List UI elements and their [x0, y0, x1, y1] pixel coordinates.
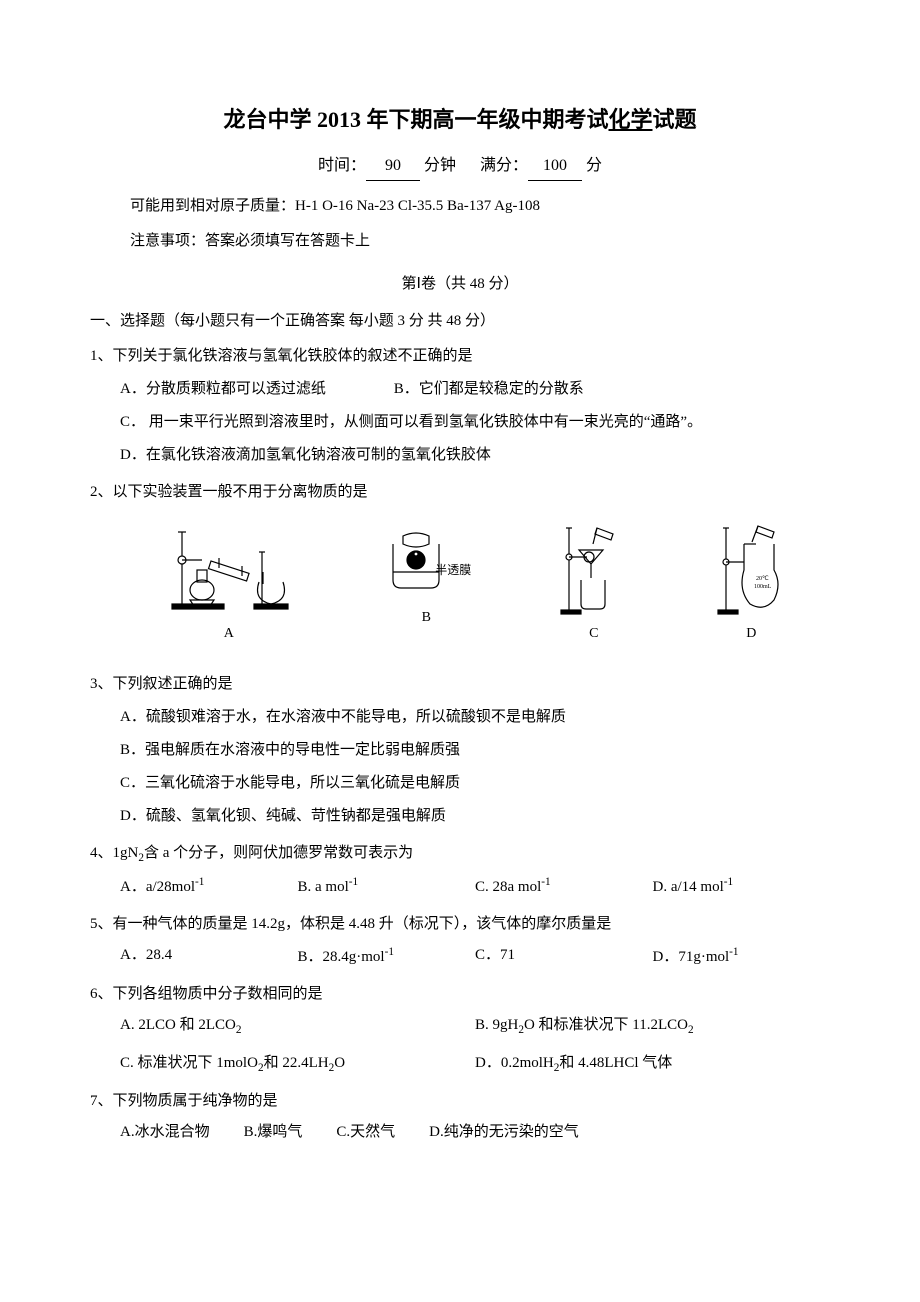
- q4-options: A．a/28mol-1 B. a mol-1 C. 28a mol-1 D. a…: [120, 872, 830, 901]
- section1-title: 一、选择题（每小题只有一个正确答案 每小题 3 分 共 48 分）: [90, 308, 830, 335]
- q1-option-a: A．分散质颗粒都可以透过滤纸: [120, 376, 390, 403]
- q7-option-b: B.爆鸣气: [244, 1119, 303, 1146]
- exam-note: 注意事项：答案必须填写在答题卡上: [130, 228, 830, 255]
- q4-a-sup: -1: [195, 876, 204, 888]
- q4-option-c: C. 28a mol-1: [475, 872, 653, 901]
- q6-option-c: C. 标准状况下 1molO2和 22.4LH2O: [120, 1050, 475, 1078]
- q5-option-d: D．71g·mol-1: [653, 942, 831, 971]
- score-value: 100: [528, 152, 582, 182]
- q4-stem-post: 含 a 个分子，则阿伏加德罗常数可表示为: [144, 845, 413, 861]
- time-label: 时间：: [318, 157, 366, 174]
- q7-option-d: D.纯净的无污染的空气: [429, 1119, 579, 1146]
- title-subject: 化学: [608, 107, 652, 132]
- q4-stem: 4、1gN2含 a 个分子，则阿伏加德罗常数可表示为: [90, 840, 830, 868]
- q6-option-a: A. 2LCO 和 2LCO2: [120, 1012, 475, 1040]
- q4-option-a: A．a/28mol-1: [120, 872, 298, 901]
- q6-option-b: B. 9gH2O 和标准状况下 11.2LCO2: [475, 1012, 830, 1040]
- q2-fig-c: C: [559, 522, 629, 646]
- time-value: 90: [366, 152, 420, 182]
- filtration-apparatus-icon: [559, 522, 629, 617]
- score-unit: 分: [586, 157, 602, 174]
- q3-option-b: B．强电解质在水溶液中的导电性一定比弱电解质强: [120, 737, 830, 764]
- volumetric-flask-icon: 20℃ 100mL: [716, 522, 786, 617]
- q6-a-text: A. 2LCO 和 2LCO: [120, 1017, 236, 1033]
- q1-ab-row: A．分散质颗粒都可以透过滤纸 B．它们都是较稳定的分散系: [120, 376, 830, 403]
- q7-option-c: C.天然气: [336, 1119, 395, 1146]
- q6-b-sub2: 2: [688, 1024, 694, 1036]
- q4-c-text: C. 28a mol: [475, 879, 541, 895]
- q4-b-sup: -1: [349, 876, 358, 888]
- distillation-apparatus-icon: [164, 522, 294, 617]
- q6-stem: 6、下列各组物质中分子数相同的是: [90, 981, 830, 1008]
- q2-stem: 2、以下实验装置一般不用于分离物质的是: [90, 479, 830, 506]
- svg-text:20℃: 20℃: [756, 576, 769, 582]
- atomic-masses: 可能用到相对原子质量：H-1 O-16 Na-23 Cl-35.5 Ba-137…: [130, 193, 830, 220]
- q2-fig-a: A: [164, 522, 294, 646]
- q7-options: A.冰水混合物 B.爆鸣气 C.天然气 D.纯净的无污染的空气: [120, 1119, 830, 1146]
- q2-fig-b-membrane-label: 半透膜: [435, 560, 475, 582]
- q5-d-text: D．71g·mol: [653, 949, 730, 965]
- q5-d-sup: -1: [729, 946, 738, 958]
- q1-option-b: B．它们都是较稳定的分散系: [394, 381, 584, 397]
- q5-option-a: A．28.4: [120, 942, 298, 971]
- q3-option-d: D．硫酸、氢氧化钡、纯碱、苛性钠都是强电解质: [120, 803, 830, 830]
- q3-options: A．硫酸钡难溶于水，在水溶液中不能导电，所以硫酸钡不是电解质 B．强电解质在水溶…: [120, 704, 830, 830]
- q2-fig-d-label: D: [746, 626, 756, 641]
- q6-a-sub: 2: [236, 1024, 242, 1036]
- q4-c-sup: -1: [541, 876, 550, 888]
- q2-fig-c-label: C: [589, 626, 598, 641]
- q6-c-t3: O: [334, 1055, 345, 1071]
- q6-option-d: D．0.2molH2和 4.48LHCl 气体: [475, 1050, 830, 1078]
- q6-b-t1: B. 9gH: [475, 1017, 518, 1033]
- q6-options-row1: A. 2LCO 和 2LCO2 B. 9gH2O 和标准状况下 11.2LCO2: [120, 1012, 830, 1040]
- q2-fig-b: 半透膜 B: [381, 526, 471, 647]
- time-unit: 分钟: [424, 157, 456, 174]
- q7-option-a: A.冰水混合物: [120, 1119, 210, 1146]
- q2-figures: A 半透膜 B: [120, 522, 830, 646]
- q4-d-sup: -1: [724, 876, 733, 888]
- q1-option-d: D．在氯化铁溶液滴加氢氧化钠溶液可制的氢氧化铁胶体: [120, 442, 830, 469]
- part1-header: 第Ⅰ卷（共 48 分）: [90, 271, 830, 298]
- q5-b-sup: -1: [385, 946, 394, 958]
- q6-b-t2: O 和标准状况下 11.2LCO: [524, 1017, 688, 1033]
- title-suffix: 试题: [653, 107, 697, 132]
- q6-c-t2: 和 22.4LH: [264, 1055, 329, 1071]
- q6-options-row2: C. 标准状况下 1molO2和 22.4LH2O D．0.2molH2和 4.…: [120, 1050, 830, 1078]
- q4-d-text: D. a/14 mol: [653, 879, 724, 895]
- q2-fig-d: 20℃ 100mL D: [716, 522, 786, 646]
- q7-stem: 7、下列物质属于纯净物的是: [90, 1088, 830, 1115]
- q5-b-text: B．28.4g·mol: [298, 949, 385, 965]
- q3-option-c: C．三氧化硫溶于水能导电，所以三氧化硫是电解质: [120, 770, 830, 797]
- title-prefix: 龙台中学 2013 年下期高一年级中期考试: [223, 107, 608, 132]
- score-label: 满分：: [480, 157, 528, 174]
- q6-d-t1: D．0.2molH: [475, 1055, 554, 1071]
- exam-title: 龙台中学 2013 年下期高一年级中期考试化学试题: [90, 100, 830, 140]
- q6-c-t1: C. 标准状况下 1molO: [120, 1055, 258, 1071]
- q4-b-text: B. a mol: [298, 879, 349, 895]
- q4-option-d: D. a/14 mol-1: [653, 872, 831, 901]
- q4-option-b: B. a mol-1: [298, 872, 476, 901]
- exam-subtitle: 时间：90 分钟 满分：100 分: [90, 152, 830, 182]
- q6-d-t2: 和 4.48LHCl 气体: [559, 1055, 672, 1071]
- q2-fig-a-label: A: [224, 626, 234, 641]
- q5-option-c: C．71: [475, 942, 653, 971]
- q3-stem: 3、下列叙述正确的是: [90, 671, 830, 698]
- q5-stem: 5、有一种气体的质量是 14.2g，体积是 4.48 升（标况下），该气体的摩尔…: [90, 911, 830, 938]
- q2-fig-b-label: B: [422, 610, 431, 625]
- q1-option-c: C． 用一束平行光照到溶液里时，从侧面可以看到氢氧化铁胶体中有一束光亮的“通路”…: [120, 409, 830, 436]
- svg-text:100mL: 100mL: [754, 584, 772, 590]
- q1-options: A．分散质颗粒都可以透过滤纸 B．它们都是较稳定的分散系 C． 用一束平行光照到…: [120, 376, 830, 469]
- q5-option-b: B．28.4g·mol-1: [298, 942, 476, 971]
- q1-stem: 1、下列关于氯化铁溶液与氢氧化铁胶体的叙述不正确的是: [90, 343, 830, 370]
- q4-a-text: A．a/28mol: [120, 879, 195, 895]
- q3-option-a: A．硫酸钡难溶于水，在水溶液中不能导电，所以硫酸钡不是电解质: [120, 704, 830, 731]
- q5-options: A．28.4 B．28.4g·mol-1 C．71 D．71g·mol-1: [120, 942, 830, 971]
- q4-stem-pre: 4、1gN: [90, 845, 138, 861]
